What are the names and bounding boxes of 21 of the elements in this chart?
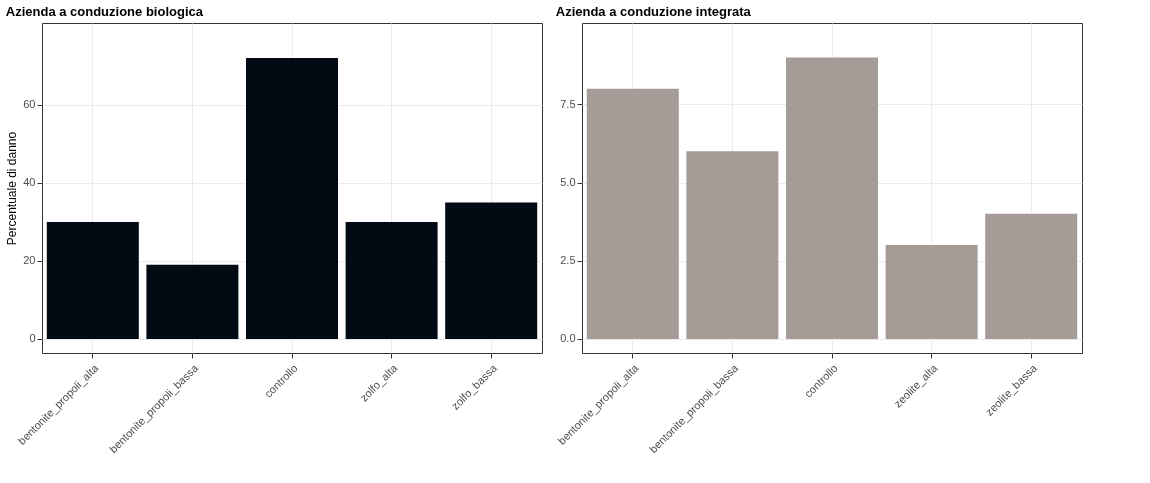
y-tick-label: 5.0: [560, 176, 576, 189]
chart-title: Azienda a conduzione integrata: [555, 4, 752, 19]
y-tick-label: 0.0: [560, 332, 576, 345]
bar: [686, 151, 779, 339]
bar: [445, 202, 538, 339]
bar: [345, 221, 438, 339]
y-tick-label: 60: [23, 98, 36, 111]
bar: [246, 58, 338, 339]
y-tick-label: 7.5: [560, 97, 576, 110]
y-axis-title: Percentuale di danno: [5, 131, 20, 246]
bar: [146, 264, 239, 339]
chart-title: Azienda a conduzione biologica: [5, 4, 204, 19]
bar: [586, 88, 679, 339]
bar: [46, 221, 139, 339]
bar: [786, 57, 878, 339]
bar: [985, 213, 1078, 339]
y-tick-label: 2.5: [560, 254, 576, 267]
bar: [885, 245, 978, 339]
y-tick-label: 0: [29, 332, 36, 345]
y-tick-label: 20: [23, 254, 36, 267]
y-tick-label: 40: [23, 176, 36, 189]
